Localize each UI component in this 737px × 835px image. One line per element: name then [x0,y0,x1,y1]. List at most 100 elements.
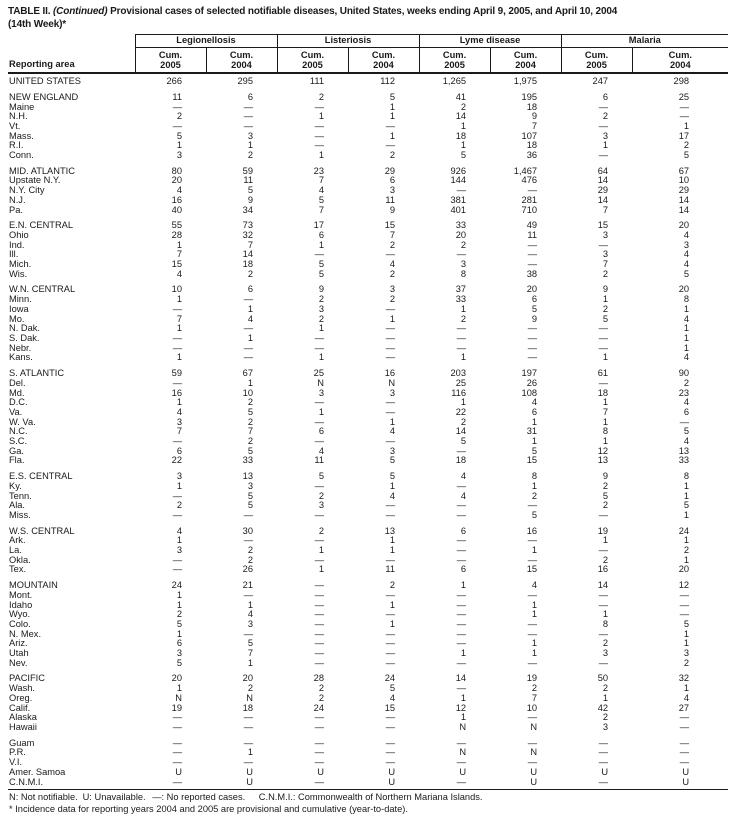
value-cell: — [679,758,690,768]
value-cell: 2 [318,693,325,703]
value-cell: — [527,186,538,196]
value-cell: 11 [385,195,396,205]
reporting-area-cell: S. ATLANTIC [9,368,65,379]
value-cell: 24 [171,580,182,591]
value-cell: 7 [318,205,325,215]
table-row: Vt. — — — — 1 7 — 1 [8,122,728,132]
value-cell: — [385,304,396,314]
value-cell: — [598,546,609,556]
value-cell: 7 [247,427,254,437]
value-cell: — [456,758,467,768]
notifiable-diseases-table: Reporting area Legionellosis Listeriosis… [8,34,729,791]
value-cell: 1 [318,353,325,363]
table-row: Colo. 5 3 — 1 — — 8 5 [8,620,728,630]
value-cell: 2 [318,295,325,305]
value-cell: 4 [683,250,690,260]
table-title: TABLE II. (Continued) Provisional cases … [8,6,728,31]
col-header-legionellosis-cum-2004: Cum. 2004 [205,47,278,75]
value-cell: 2 [247,398,254,408]
value-cell: 14 [678,205,690,215]
value-cell: 19 [526,673,538,684]
value-cell: — [456,333,467,343]
reporting-area-cell: E.N. CENTRAL [9,220,74,231]
value-cell: 2 [247,437,254,447]
value-cell: 3 [176,151,182,161]
value-cell: 2 [683,658,690,668]
reporting-area-cell: Ind. [9,240,25,250]
value-cell: — [172,737,182,748]
footnote-cnmi: C.N.M.I.: Commonwealth of Northern Maria… [258,792,483,803]
value-cell: — [314,536,325,546]
value-cell: 6 [460,525,467,536]
value-cell: 61 [597,368,609,379]
value-cell: 1 [683,121,690,131]
table-row: S. Dak. — 1 — — — — — 1 [8,334,728,344]
value-cell: 55 [171,220,182,231]
value-cell: 1 [602,295,609,305]
table-row: Tenn. — 5 2 4 4 2 5 1 [8,492,728,502]
table-row: Ala. 2 5 3 — — — 2 5 [8,501,728,511]
value-cell: 4 [683,437,690,447]
reporting-area-cell: Mont. [9,590,33,600]
value-cell: 1 [460,398,467,408]
value-cell: 203 [450,368,467,379]
value-cell: — [527,250,538,260]
value-cell: 1 [683,639,690,649]
value-cell: — [172,491,182,501]
value-cell: 1 [683,491,690,501]
value-cell: — [456,446,467,456]
value-cell: 1 [389,536,396,546]
value-cell: 2 [602,501,609,511]
value-cell: 1 [683,555,690,565]
value-cell: 14 [455,112,467,122]
table-body: UNITED STATES 266 295 111 112 1,265 1,975 247 29… [8,73,729,791]
value-cell: — [314,629,325,639]
value-cell: 5 [318,471,325,482]
value-cell: 6 [176,639,182,649]
value-cell: 9 [389,205,396,215]
value-cell: 6 [460,565,467,575]
value-cell: 1 [176,536,182,546]
value-cell: 2 [683,378,690,388]
value-cell: 2 [318,491,325,501]
value-cell: 710 [521,205,538,215]
value-cell: 5 [683,619,690,629]
value-cell: 33 [242,456,254,466]
value-cell: — [172,304,182,314]
value-cell: 8 [602,427,609,437]
value-cell: 12 [678,580,690,591]
reporting-area-cell: Del. [9,378,26,388]
value-cell: 1 [176,240,182,250]
value-cell: 1 [389,131,396,141]
table-row: Ariz. 6 5 — — — 1 2 1 [8,639,728,649]
reporting-area-cell: Calif. [9,703,31,713]
col-header-malaria-cum-2004: Cum. 2004 [631,47,729,75]
value-cell: — [172,437,182,447]
value-cell: 1 [318,546,325,556]
value-cell: 1 [460,649,467,659]
reporting-area-cell: D.C. [9,398,28,408]
value-cell: 14 [678,195,690,205]
footnote-incidence: * Incidence data for reporting years 200… [9,803,408,814]
reporting-area-cell: Alaska [9,713,37,723]
reporting-area-cell: Wash. [9,684,36,694]
value-cell: 5 [389,471,396,482]
value-cell: — [385,649,396,659]
value-cell: — [456,186,467,196]
value-cell: 11 [527,230,538,240]
value-cell: 14 [597,195,609,205]
reporting-area-cell: Miss. [9,510,31,520]
value-cell: 2 [389,240,396,250]
col-header-legionellosis-cum-2005: Cum. 2005 [134,47,206,75]
value-cell: 5 [602,491,609,501]
value-cell: 1 [602,398,609,408]
value-cell: 3 [318,501,325,511]
value-cell: — [456,600,467,610]
value-cell: 4 [683,398,690,408]
value-cell: 1 [389,546,396,556]
table-row: Upstate N.Y. 20 11 7 6 144 476 14 10 [8,176,728,186]
value-cell: — [314,437,325,447]
value-cell: 2 [318,525,325,536]
value-cell: 25 [678,91,690,102]
value-cell: 1 [247,378,254,388]
